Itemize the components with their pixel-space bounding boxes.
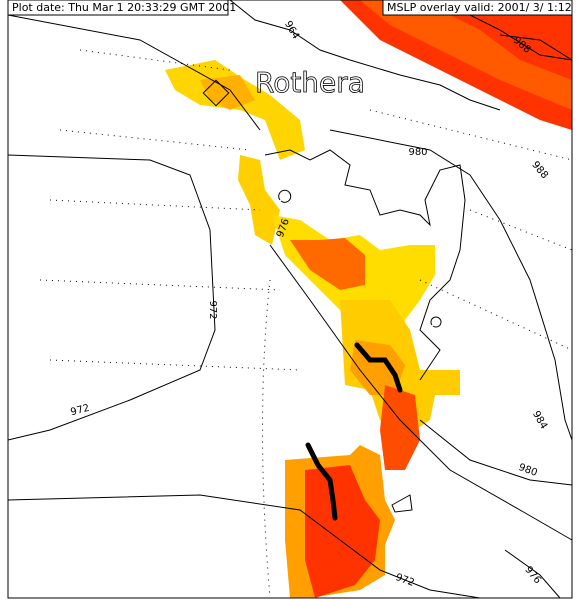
contour-label: 972	[69, 403, 90, 419]
tracks	[305, 342, 403, 521]
graticule	[39, 49, 573, 599]
contour-label: 972	[207, 300, 218, 319]
place-label: Rothera	[255, 66, 365, 99]
coastline	[202, 0, 501, 513]
contour-label: 980	[408, 147, 427, 158]
header-box	[382, 0, 573, 16]
header-box	[7, 0, 229, 16]
precipitation-overlay	[165, 0, 572, 598]
isobars	[7, 9, 573, 599]
overlay-valid: MSLP overlay valid: 2001/ 3/ 1:12	[387, 1, 572, 14]
frame	[7, 0, 573, 599]
plot-date: Plot date: Thu Mar 1 20:33:29 GMT 2001	[12, 1, 236, 14]
